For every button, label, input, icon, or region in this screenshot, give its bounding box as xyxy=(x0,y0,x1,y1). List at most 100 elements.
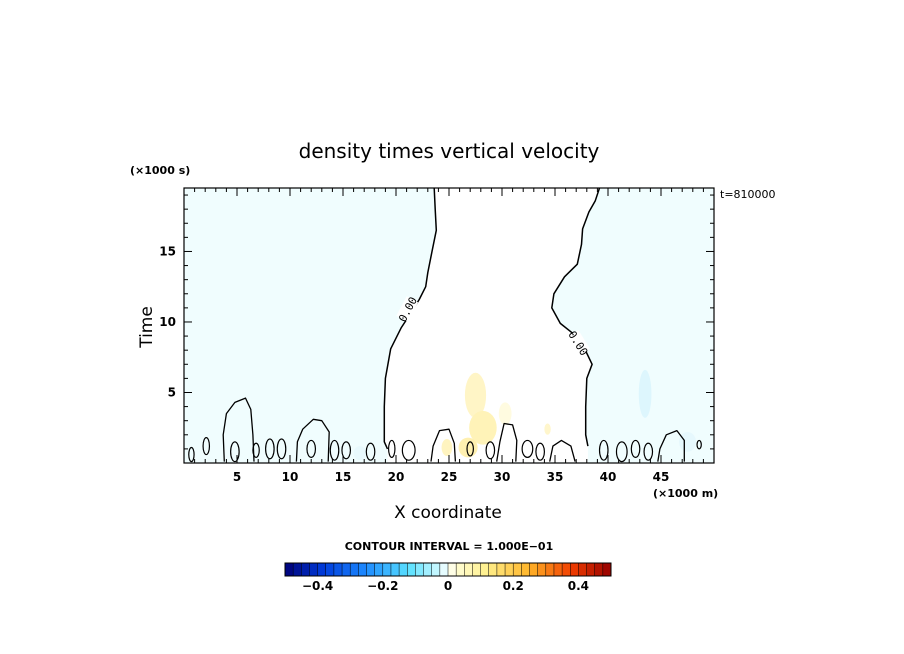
colorbar-swatch xyxy=(456,563,465,576)
small-contour-loop xyxy=(222,397,255,462)
small-contour-ring xyxy=(329,439,340,461)
x-tick-label: 45 xyxy=(653,470,670,484)
colorbar-tick-label: −0.2 xyxy=(367,579,398,593)
colorbar-swatch xyxy=(472,563,481,576)
small-contour-ring xyxy=(630,439,641,458)
colorbar-swatch xyxy=(488,563,498,576)
colorbar-swatch xyxy=(293,563,302,576)
near-zero-region xyxy=(384,188,600,463)
small-contour-ring xyxy=(535,442,545,461)
contour-label-mask xyxy=(567,330,591,356)
contour-label-mask xyxy=(396,296,419,322)
colorbar-swatch xyxy=(586,563,595,576)
anomaly-blob xyxy=(638,369,652,418)
small-contour-ring xyxy=(401,439,416,461)
colorbar-tick-label: −0.4 xyxy=(302,579,333,593)
colorbar-swatch xyxy=(570,563,579,576)
colorbar-swatch xyxy=(415,563,424,576)
colorbar-swatch xyxy=(317,563,327,576)
small-contour-ring xyxy=(276,438,287,460)
colorbar-swatch xyxy=(480,563,490,576)
small-contour-ring xyxy=(387,439,396,458)
small-contour-ring xyxy=(598,439,609,461)
colorbar-swatch xyxy=(309,563,318,576)
small-contour-loops xyxy=(188,397,702,463)
small-contour-ring xyxy=(365,442,376,461)
colorbar-swatch xyxy=(358,563,367,576)
colorbar-swatch xyxy=(505,563,514,576)
colorbar-tick-label: 0 xyxy=(444,579,452,593)
small-contour-loop xyxy=(657,429,685,462)
colorbar-swatch xyxy=(407,563,416,576)
zero-contour-line xyxy=(551,187,601,447)
colorbar-swatch xyxy=(285,563,294,576)
colorbar-swatch xyxy=(545,563,555,576)
small-contour-ring xyxy=(252,442,260,458)
colorbar-swatch xyxy=(342,563,351,576)
colorbar-swatch xyxy=(366,563,375,576)
colorbar-swatch xyxy=(382,563,392,576)
small-contour-ring xyxy=(696,439,702,450)
chart-title: density times vertical velocity xyxy=(299,139,600,163)
y-axis-title: Time xyxy=(137,306,157,349)
colorbar-swatch xyxy=(578,563,587,576)
x-axis-ticks: 5 10 15 20 25 30 35 40 45 xyxy=(194,188,704,484)
colorbar-tick-label: 0.2 xyxy=(503,579,524,593)
anomaly-blob xyxy=(441,439,453,456)
anomaly-fills xyxy=(353,188,696,463)
colorbar-swatch xyxy=(529,563,538,576)
small-contour-ring xyxy=(466,441,474,457)
y-axis-ticks: 5 10 15 xyxy=(159,194,714,450)
colorbar-swatch xyxy=(553,563,563,576)
colorbar-swatch xyxy=(594,563,604,576)
x-tick-label: 35 xyxy=(547,470,564,484)
contour-interval-label: CONTOUR INTERVAL = 1.000E−01 xyxy=(345,540,554,553)
small-contour-ring xyxy=(643,442,654,461)
small-contour-ring xyxy=(521,439,534,458)
colorbar-tick-label: 0.4 xyxy=(568,579,589,593)
colorbar-swatch xyxy=(448,563,457,576)
small-contour-ring xyxy=(615,441,628,463)
colorbar-swatch xyxy=(301,563,310,576)
colorbar: −0.4 −0.2 0 0.2 0.4 xyxy=(284,562,612,593)
small-contour-ring xyxy=(265,438,275,460)
x-tick-label: 30 xyxy=(494,470,511,484)
colorbar-swatch xyxy=(325,563,335,576)
y-tick-label: 15 xyxy=(159,244,176,258)
colorbar-swatch xyxy=(439,563,449,576)
small-contour-loop xyxy=(496,422,518,462)
colorbar-swatch xyxy=(562,563,571,576)
x-tick-label: 15 xyxy=(335,470,352,484)
anomaly-blob xyxy=(469,410,497,445)
small-contour-ring xyxy=(306,439,317,458)
y-tick-label: 5 xyxy=(168,385,176,399)
colorbar-swatch xyxy=(602,563,612,576)
colorbar-swatch xyxy=(513,563,522,576)
timestamp-label: t=810000 xyxy=(720,188,776,201)
x-unit-label: (×1000 m) xyxy=(653,487,718,500)
colorbar-swatch xyxy=(496,563,506,576)
x-tick-label: 5 xyxy=(233,470,241,484)
x-tick-label: 40 xyxy=(600,470,617,484)
small-contour-ring xyxy=(188,446,195,463)
x-tick-label: 25 xyxy=(441,470,458,484)
small-contour-loop xyxy=(295,418,330,462)
colorbar-swatch xyxy=(521,563,530,576)
colorbar-swatch xyxy=(374,563,384,576)
x-tick-label: 10 xyxy=(282,470,299,484)
anomaly-blob xyxy=(679,431,696,452)
small-contour-loop xyxy=(430,428,457,462)
colorbar-swatch xyxy=(350,563,359,576)
small-contour-ring xyxy=(202,437,211,456)
colorbar-swatch xyxy=(399,563,408,576)
small-contour-ring xyxy=(341,441,352,460)
colorbar-swatch xyxy=(390,563,400,576)
y-tick-label: 10 xyxy=(159,315,176,329)
anomaly-blob xyxy=(353,446,367,461)
colorbar-swatch xyxy=(431,563,441,576)
anomaly-blob xyxy=(498,402,512,425)
x-tick-label: 20 xyxy=(388,470,405,484)
small-contour-ring xyxy=(485,441,496,460)
y-unit-label: (×1000 s) xyxy=(130,164,190,177)
